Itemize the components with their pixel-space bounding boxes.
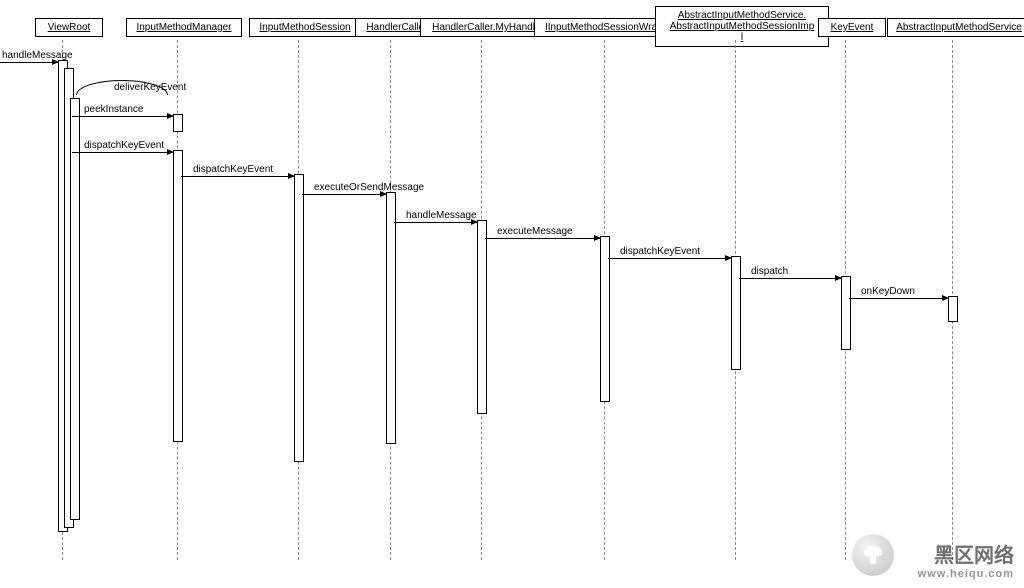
message-label: dispatchKeyEvent [193,164,273,175]
activation-bar [948,296,958,322]
message-arrow [72,116,173,117]
participant-box: InputMethodSession [249,18,361,37]
message-label: dispatchKeyEvent [620,246,700,257]
message-arrow [849,298,948,299]
activation-bar [173,150,183,442]
activation-bar [731,256,741,370]
participant-box: InputMethodManager [126,18,242,37]
activation-bar [173,114,183,132]
message-arrow [394,222,477,223]
activation-bar [294,174,304,462]
message-arrow [181,176,294,177]
watermark-text: 黑区网络 [934,545,1014,567]
message-label: dispatch [751,266,788,277]
participant-box: ViewRoot [35,18,103,37]
message-label: dispatchKeyEvent [84,140,164,151]
message-label: handleMessage [2,50,73,61]
message-arrow [72,152,173,153]
activation-bar [386,192,396,444]
activation-bar [477,220,487,414]
message-label: deliverKeyEvent [114,82,186,93]
activation-bar [841,276,851,350]
message-label: onKeyDown [861,286,915,297]
message-label: executeOrSendMessage [314,182,424,193]
message-label: executeMessage [497,226,573,237]
participant-box: AbstractInputMethodService [887,18,1024,37]
message-arrow [608,258,731,259]
message-arrow [739,278,841,279]
watermark-url: www.heiqu.com [918,568,1014,580]
message-arrow [485,238,600,239]
activation-bar [600,236,610,402]
message-arrow [0,62,58,63]
activation-bar [70,98,80,520]
participant-box: KeyEvent [818,18,886,37]
watermark-icon [852,534,894,576]
message-label: handleMessage [406,210,477,221]
message-label: peekInstance [84,104,144,115]
message-arrow [302,194,386,195]
watermark: 黑区网络 www.heiqu.com [918,539,1014,580]
participant-box: AbstractInputMethodService. AbstractInpu… [655,6,829,47]
